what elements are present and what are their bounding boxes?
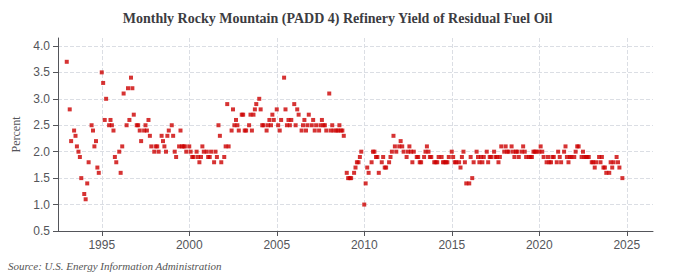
svg-text:2010: 2010 — [351, 238, 378, 252]
svg-text:2005: 2005 — [263, 238, 290, 252]
svg-text:Source: U.S. Energy Informatio: Source: U.S. Energy Information Administ… — [8, 260, 222, 272]
svg-text:1.0: 1.0 — [33, 198, 50, 212]
svg-text:2000: 2000 — [176, 238, 203, 252]
svg-text:1995: 1995 — [88, 238, 115, 252]
svg-text:0.5: 0.5 — [33, 224, 50, 238]
svg-text:2020: 2020 — [526, 238, 553, 252]
svg-text:4.0: 4.0 — [33, 39, 50, 53]
svg-text:2025: 2025 — [613, 238, 640, 252]
svg-text:Monthly Rocky Mountain (PADD 4: Monthly Rocky Mountain (PADD 4) Refinery… — [123, 11, 553, 27]
svg-text:1.5: 1.5 — [33, 171, 50, 185]
svg-text:2015: 2015 — [438, 238, 465, 252]
svg-text:3.5: 3.5 — [33, 65, 50, 79]
svg-text:Percent: Percent — [9, 116, 23, 153]
svg-text:3.0: 3.0 — [33, 92, 50, 106]
svg-text:2.5: 2.5 — [33, 118, 50, 132]
svg-text:2.0: 2.0 — [33, 145, 50, 159]
